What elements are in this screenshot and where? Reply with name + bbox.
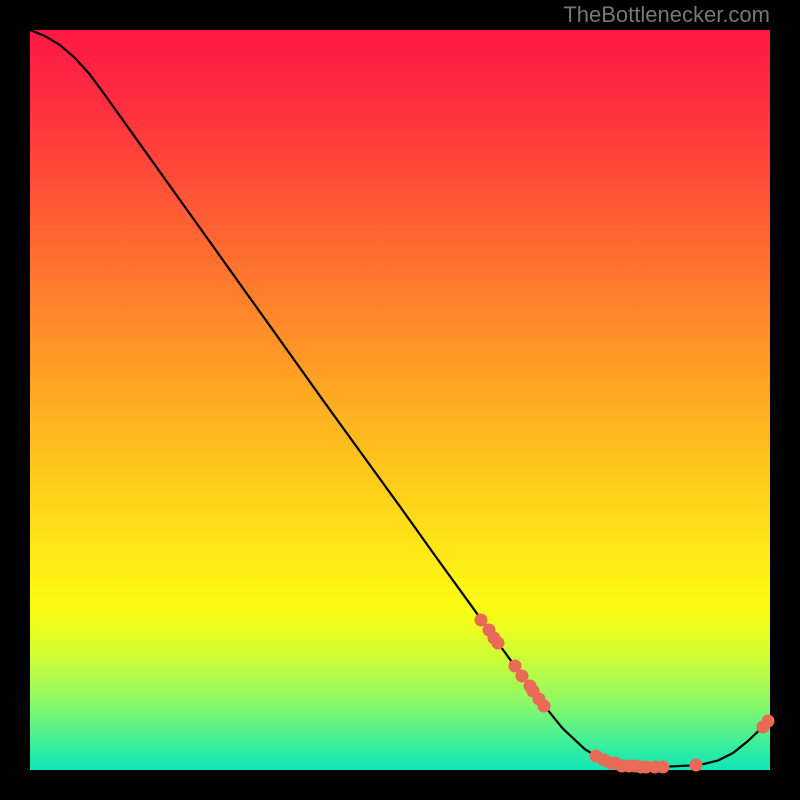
data-marker <box>538 700 551 713</box>
watermark-text: TheBottlenecker.com <box>563 2 770 28</box>
data-marker <box>492 637 505 650</box>
data-marker <box>656 761 669 774</box>
data-marker <box>761 715 774 728</box>
chart-plot-area <box>30 30 770 770</box>
data-marker <box>690 758 703 771</box>
chart-background-gradient <box>30 30 770 770</box>
